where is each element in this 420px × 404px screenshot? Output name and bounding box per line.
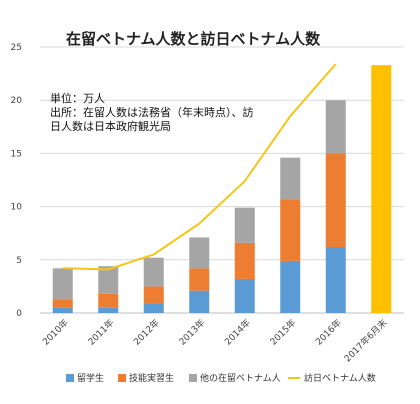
- bar-segment: [98, 307, 119, 313]
- y-tick-label: 25: [11, 43, 22, 53]
- legend-swatch: [118, 374, 126, 382]
- y-tick-label: 0: [16, 309, 22, 319]
- x-tick-label: 2013年: [176, 317, 207, 348]
- legend-label: 留学生: [77, 372, 104, 384]
- y-tick-label: 20: [11, 96, 23, 106]
- bar-2017: [371, 65, 392, 313]
- bar-segment: [325, 100, 346, 154]
- bar-segment: [143, 257, 164, 287]
- gridlines: [40, 46, 404, 314]
- bar-segment: [52, 268, 73, 300]
- bar-segment: [234, 278, 255, 313]
- bar-segment: [189, 290, 210, 313]
- bar-segment: [325, 153, 346, 248]
- bar-segment: [280, 199, 301, 261]
- bar-segment: [189, 268, 210, 291]
- x-tick-label: 2015年: [267, 317, 298, 348]
- bar-segment: [98, 266, 119, 294]
- note-line: 日人数は日本政府観光局: [50, 119, 171, 133]
- legend-swatch: [66, 374, 74, 382]
- line-series: [62, 63, 337, 271]
- bar-segment: [280, 260, 301, 313]
- chart-title: 在留ベトナム人数と訪日ベトナム人数: [66, 30, 321, 48]
- bar-segment: [189, 237, 210, 269]
- bar-segment: [98, 293, 119, 308]
- bar-segment: [52, 299, 73, 308]
- x-tick-label: 2014年: [222, 317, 253, 348]
- y-tick-label: 5: [16, 256, 22, 266]
- bar-segment: [143, 286, 164, 304]
- line-visitors: [62, 63, 337, 271]
- note-line: 出所：在留人数は法務省（年末時点）、訪: [50, 105, 254, 119]
- bar-segment: [234, 242, 255, 279]
- x-tick-label: 2010年: [40, 317, 71, 348]
- y-tick-label: 15: [11, 149, 22, 159]
- y-axis: 0 5 10 15 20 25: [11, 43, 23, 319]
- legend-label: 他の在留ベトナム人: [200, 372, 281, 384]
- bar-segment: [234, 207, 255, 243]
- legend: 留学生 技能実習生 他の在留ベトナム人 訪日ベトナム人数: [66, 372, 376, 384]
- bar-segment: [280, 157, 301, 200]
- note-line: 単位：万人: [50, 91, 105, 105]
- legend-label: 技能実習生: [129, 372, 174, 384]
- bars: [52, 65, 392, 313]
- bar-segment: [143, 303, 164, 313]
- x-tick-label: 2016年: [313, 317, 344, 348]
- x-axis: 2010年 2011年 2012年 2013年 2014年 2015年 2016年 2017年…: [40, 317, 390, 365]
- chart-note: 単位：万人 出所：在留人数は法務省（年末時点）、訪 日人数は日本政府観光局: [50, 91, 254, 133]
- x-tick-label: 2011年: [85, 317, 116, 348]
- y-tick-label: 10: [11, 203, 23, 213]
- x-tick-label: 2017年6月末: [342, 317, 390, 365]
- legend-label: 訪日ベトナム人数: [304, 372, 376, 384]
- legend-swatch: [189, 374, 197, 382]
- x-tick-label: 2012年: [131, 317, 162, 348]
- bar-segment: [325, 247, 346, 313]
- bar-segment: [52, 307, 73, 313]
